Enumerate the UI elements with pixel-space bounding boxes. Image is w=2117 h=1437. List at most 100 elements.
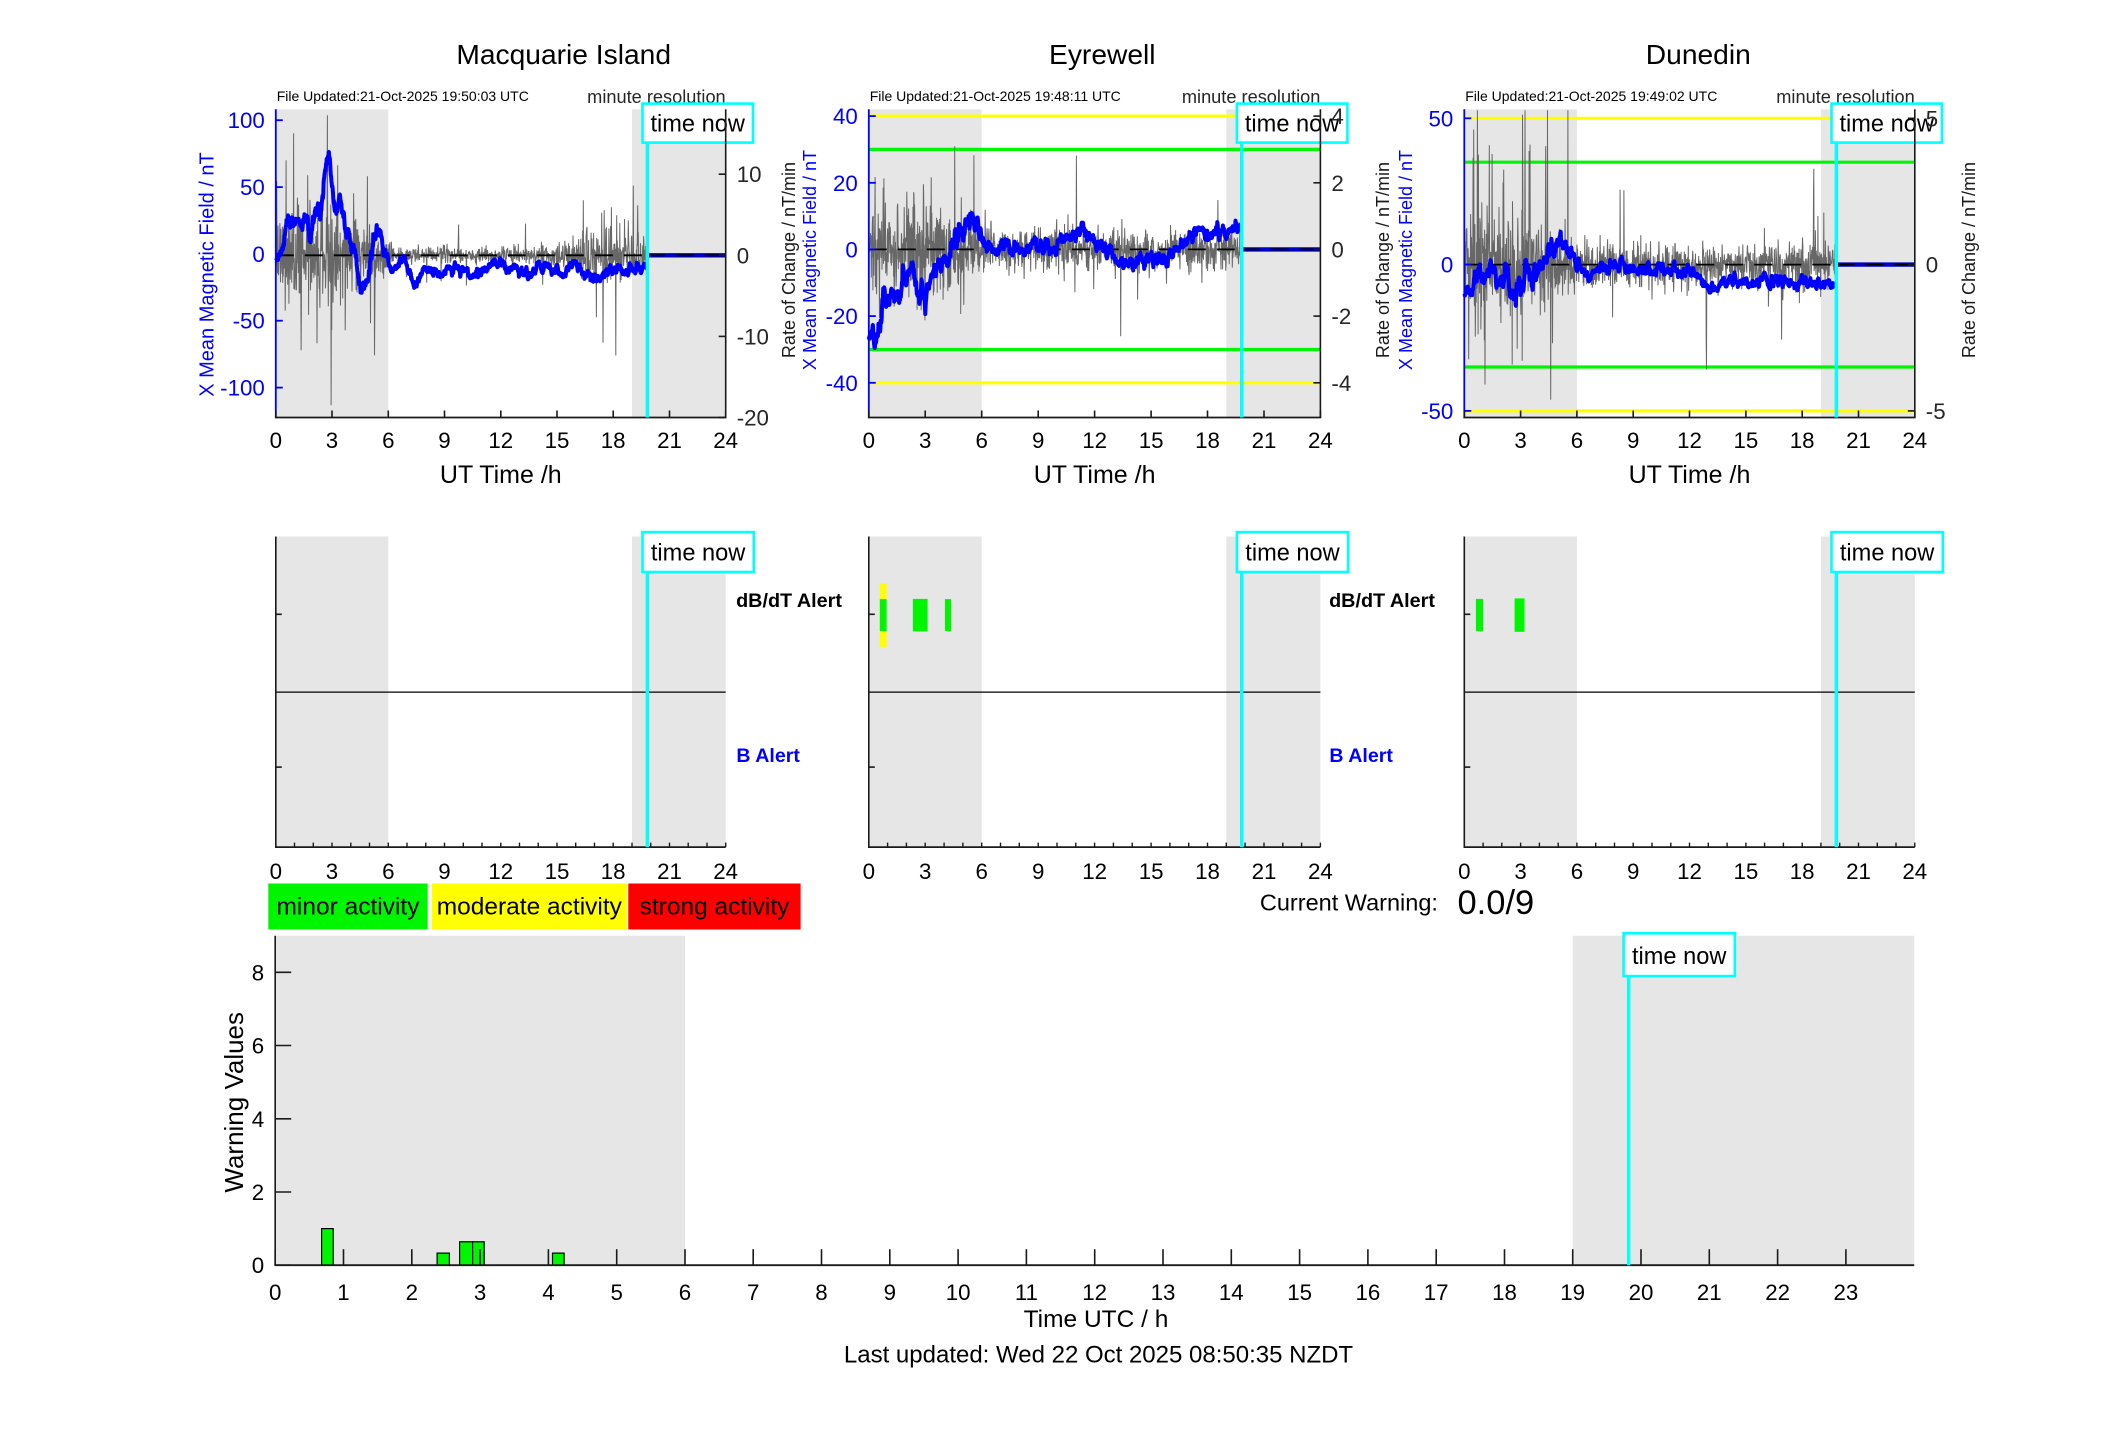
svg-text:-100: -100 — [220, 376, 265, 401]
svg-text:9: 9 — [438, 859, 450, 884]
svg-text:0: 0 — [737, 243, 749, 268]
svg-text:0: 0 — [1441, 253, 1453, 278]
svg-text:-50: -50 — [233, 309, 265, 334]
svg-text:12: 12 — [488, 859, 513, 884]
svg-text:12: 12 — [1677, 859, 1702, 884]
svg-text:0: 0 — [1458, 859, 1470, 884]
svg-text:Current Warning:: Current Warning: — [1260, 890, 1438, 916]
svg-text:18: 18 — [1492, 1280, 1517, 1305]
svg-text:18: 18 — [1195, 428, 1220, 453]
svg-text:40: 40 — [833, 104, 858, 129]
svg-text:12: 12 — [1082, 1280, 1107, 1305]
svg-text:Macquarie Island: Macquarie Island — [456, 38, 671, 70]
svg-text:24: 24 — [713, 428, 738, 453]
svg-text:0: 0 — [1331, 237, 1343, 262]
svg-text:dB/dT Alert: dB/dT Alert — [736, 590, 842, 612]
svg-text:time now: time now — [1632, 944, 1727, 970]
svg-text:12: 12 — [1677, 428, 1702, 453]
svg-text:-2: -2 — [1331, 304, 1351, 329]
svg-text:22: 22 — [1765, 1280, 1790, 1305]
svg-text:24: 24 — [1902, 428, 1927, 453]
svg-text:5: 5 — [1926, 106, 1938, 131]
svg-text:7: 7 — [747, 1280, 759, 1305]
svg-text:0: 0 — [270, 859, 282, 884]
svg-text:6: 6 — [975, 428, 987, 453]
svg-text:time now: time now — [1839, 112, 1934, 138]
svg-text:9: 9 — [884, 1280, 896, 1305]
svg-text:-50: -50 — [1421, 399, 1453, 424]
svg-text:3: 3 — [1514, 859, 1526, 884]
svg-text:B Alert: B Alert — [736, 745, 800, 767]
svg-text:4: 4 — [1331, 104, 1343, 129]
svg-text:15: 15 — [545, 859, 570, 884]
svg-text:16: 16 — [1355, 1280, 1380, 1305]
svg-text:24: 24 — [713, 859, 738, 884]
svg-text:0: 0 — [1926, 253, 1938, 278]
svg-text:3: 3 — [326, 859, 338, 884]
svg-text:21: 21 — [1252, 859, 1277, 884]
svg-text:15: 15 — [1733, 428, 1758, 453]
svg-text:0: 0 — [252, 1253, 264, 1278]
svg-text:X Mean Magnetic Field / nT: X Mean Magnetic Field / nT — [800, 150, 820, 370]
svg-text:21: 21 — [1846, 859, 1871, 884]
svg-text:minor activity: minor activity — [277, 894, 421, 921]
svg-text:3: 3 — [919, 428, 931, 453]
svg-text:4: 4 — [252, 1107, 264, 1132]
svg-text:-5: -5 — [1926, 399, 1946, 424]
svg-text:time now: time now — [650, 112, 745, 138]
svg-text:8: 8 — [815, 1280, 827, 1305]
svg-text:Last updated: Wed 22 Oct 2025: Last updated: Wed 22 Oct 2025 08:50:35 N… — [844, 1342, 1354, 1369]
svg-text:4: 4 — [542, 1280, 554, 1305]
svg-text:21: 21 — [1846, 428, 1871, 453]
svg-text:50: 50 — [1428, 106, 1453, 131]
svg-text:UT Time /h: UT Time /h — [1629, 461, 1751, 489]
svg-text:24: 24 — [1308, 859, 1333, 884]
svg-text:Rate of Change / nT/min: Rate of Change / nT/min — [1373, 162, 1393, 358]
svg-text:9: 9 — [438, 428, 450, 453]
svg-text:3: 3 — [1514, 428, 1526, 453]
svg-text:UT Time /h: UT Time /h — [440, 461, 562, 489]
svg-text:dB/dT Alert: dB/dT Alert — [1329, 590, 1435, 612]
svg-text:18: 18 — [1195, 859, 1220, 884]
svg-text:strong activity: strong activity — [640, 894, 791, 921]
svg-text:moderate activity: moderate activity — [437, 894, 623, 921]
svg-text:Warning Values: Warning Values — [219, 1012, 249, 1193]
svg-text:20: 20 — [1629, 1280, 1654, 1305]
svg-text:19: 19 — [1560, 1280, 1585, 1305]
svg-text:6: 6 — [1571, 859, 1583, 884]
svg-text:6: 6 — [252, 1034, 264, 1059]
svg-text:12: 12 — [1082, 859, 1107, 884]
svg-text:-10: -10 — [737, 324, 769, 349]
svg-text:14: 14 — [1219, 1280, 1244, 1305]
svg-text:15: 15 — [1139, 428, 1164, 453]
svg-text:9: 9 — [1627, 428, 1639, 453]
svg-text:-20: -20 — [737, 406, 769, 431]
svg-text:0: 0 — [845, 237, 857, 262]
svg-text:6: 6 — [382, 428, 394, 453]
svg-text:time now: time now — [1245, 540, 1340, 566]
svg-text:9: 9 — [1032, 859, 1044, 884]
svg-text:X Mean Magnetic Field / nT: X Mean Magnetic Field / nT — [1396, 150, 1416, 370]
svg-text:-20: -20 — [826, 304, 858, 329]
svg-text:Dunedin: Dunedin — [1646, 38, 1751, 70]
svg-text:2: 2 — [406, 1280, 418, 1305]
svg-text:15: 15 — [1139, 859, 1164, 884]
svg-text:3: 3 — [919, 859, 931, 884]
svg-text:UT Time /h: UT Time /h — [1034, 461, 1156, 489]
svg-text:18: 18 — [601, 428, 626, 453]
svg-text:15: 15 — [1287, 1280, 1312, 1305]
svg-text:9: 9 — [1627, 859, 1639, 884]
svg-text:24: 24 — [1308, 428, 1333, 453]
svg-text:3: 3 — [474, 1280, 486, 1305]
svg-text:10: 10 — [946, 1280, 971, 1305]
svg-text:X Mean Magnetic Field / nT: X Mean Magnetic Field / nT — [196, 152, 218, 397]
svg-text:-4: -4 — [1331, 371, 1351, 396]
svg-text:8: 8 — [252, 960, 264, 985]
svg-text:21: 21 — [1252, 428, 1277, 453]
svg-text:12: 12 — [1082, 428, 1107, 453]
svg-text:File Updated:21-Oct-2025 19:50: File Updated:21-Oct-2025 19:50:03 UTC — [277, 88, 529, 104]
svg-text:0: 0 — [863, 428, 875, 453]
svg-text:minute resolution: minute resolution — [1776, 87, 1915, 107]
svg-text:23: 23 — [1833, 1280, 1858, 1305]
svg-text:17: 17 — [1424, 1280, 1449, 1305]
